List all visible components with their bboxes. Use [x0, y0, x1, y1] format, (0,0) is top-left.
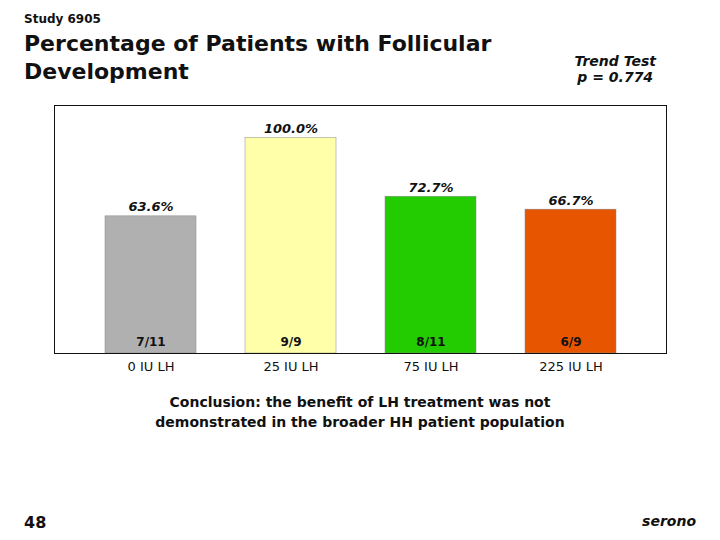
svg-text:66.7%: 66.7%	[548, 193, 593, 208]
svg-text:0 IU LH: 0 IU LH	[128, 359, 175, 374]
html-text:Study 6905: Study 6905	[24, 12, 101, 26]
svg-text:6/9: 6/9	[560, 335, 581, 349]
svg-text:225 IU LH: 225 IU LH	[539, 359, 602, 374]
html-text:Conclusion: the benefit of LH: Conclusion: the benefit of LH treatment …	[155, 394, 565, 430]
svg-text:72.7%: 72.7%	[408, 180, 453, 195]
html-text:Percentage of Patients with Fo: Percentage of Patients with Follicular D…	[24, 31, 492, 84]
html-text:48: 48	[24, 513, 47, 532]
svg-text:9/9: 9/9	[280, 335, 301, 349]
svg-text:63.6%: 63.6%	[128, 199, 173, 214]
svg-text:7/11: 7/11	[136, 335, 165, 349]
svg-text:25 IU LH: 25 IU LH	[263, 359, 318, 374]
html-text:serono: serono	[642, 513, 696, 529]
svg-text:75 IU LH: 75 IU LH	[403, 359, 458, 374]
svg-text:100.0%: 100.0%	[264, 121, 318, 136]
svg-text:8/11: 8/11	[416, 335, 445, 349]
html-text:Trend Test p = 0.774: Trend Test p = 0.774	[574, 53, 656, 85]
